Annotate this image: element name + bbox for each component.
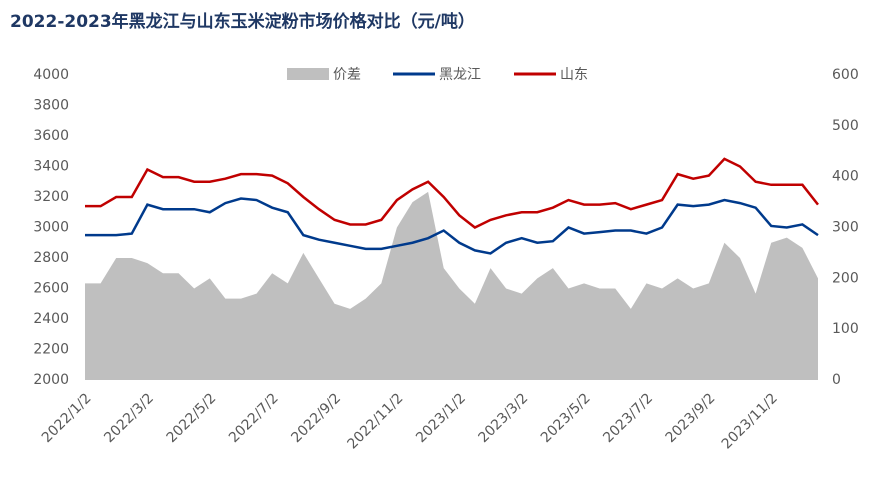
y-tick-label: 4000: [33, 67, 69, 83]
x-tick-label: 2023/9/2: [663, 390, 719, 446]
x-tick-label: 2022/5/2: [164, 390, 220, 446]
y-tick-label: 3200: [33, 189, 69, 205]
y2-tick-label: 300: [832, 220, 859, 236]
x-tick-label: 2023/7/2: [600, 390, 656, 446]
x-tick-label: 2022/7/2: [226, 390, 282, 446]
x-tick-label: 2023/3/2: [476, 390, 532, 446]
y-tick-label: 2800: [33, 250, 69, 266]
legend-label: 山东: [560, 67, 588, 83]
y-tick-label: 3000: [33, 220, 69, 236]
y2-tick-label: 500: [832, 118, 859, 134]
y-tick-label: 2200: [33, 342, 69, 358]
y-tick-label: 2600: [33, 281, 69, 297]
y-tick-label: 2000: [33, 372, 69, 388]
x-tick-label: 2022/9/2: [288, 390, 344, 446]
area: [85, 191, 818, 380]
y-tick-label: 3600: [33, 128, 69, 144]
x-tick-label: 2022/3/2: [101, 390, 157, 446]
y-tick-label: 3800: [33, 98, 69, 114]
x-tick-label: 2022/11/2: [344, 390, 406, 452]
legend-label: 黑龙江: [439, 67, 481, 83]
y2-tick-label: 400: [832, 169, 859, 185]
x-tick-label: 2023/1/2: [413, 390, 469, 446]
chart-title: 2022-2023年黑龙江与山东玉米淀粉市场价格对比（元/吨）: [10, 11, 475, 32]
legend-label: 价差: [333, 67, 361, 83]
x-tick-label: 2022/1/2: [39, 390, 95, 446]
y2-tick-label: 200: [832, 270, 859, 286]
x-tick-label: 2023/5/2: [538, 390, 594, 446]
x-tick-label: 2023/11/2: [719, 390, 781, 452]
y-tick-label: 3400: [33, 159, 69, 175]
line: [85, 197, 819, 255]
line: [85, 157, 819, 229]
y-tick-label: 2400: [33, 311, 69, 327]
y2-tick-label: 100: [832, 321, 859, 337]
y2-tick-label: 0: [832, 372, 841, 388]
legend-swatch: [287, 68, 329, 80]
y2-tick-label: 600: [832, 67, 859, 83]
